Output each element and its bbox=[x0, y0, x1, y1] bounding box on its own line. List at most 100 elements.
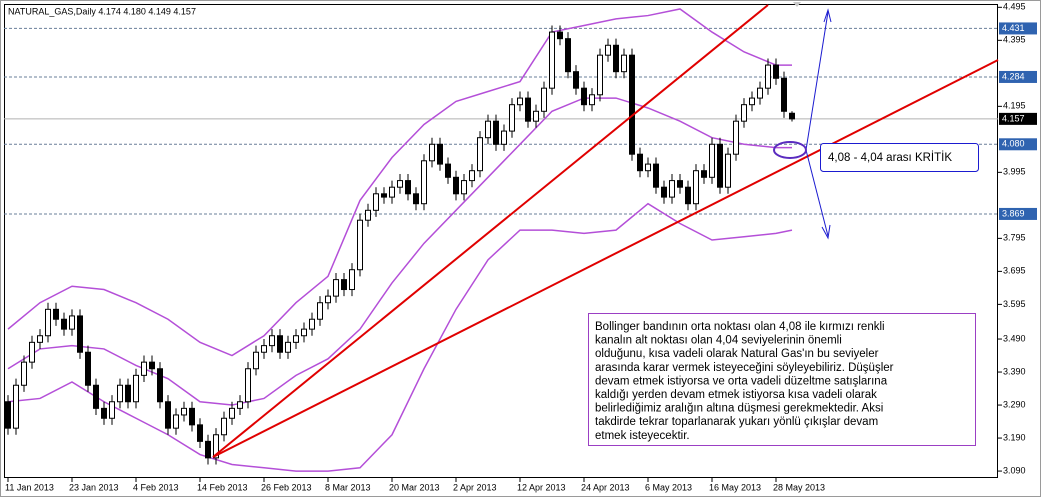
candle-body bbox=[773, 64, 779, 79]
candle-body bbox=[709, 143, 715, 178]
bollinger-upper bbox=[7, 8, 792, 357]
candle-body bbox=[109, 401, 115, 419]
note-line: kanalın alt noktası olan 4,04 seviyeleri… bbox=[595, 335, 842, 347]
candle-body bbox=[77, 315, 83, 353]
candle-body bbox=[597, 54, 603, 96]
arrow-up bbox=[805, 11, 829, 151]
candle-body bbox=[101, 407, 107, 419]
note: Bollinger bandının orta noktası olan 4,0… bbox=[588, 313, 976, 446]
candle-body bbox=[293, 335, 299, 343]
trend-line bbox=[212, 59, 999, 458]
level-label: 4.431 bbox=[1002, 23, 1025, 33]
candle-body bbox=[373, 193, 379, 211]
candle-body bbox=[701, 170, 707, 178]
chart-title: NATURAL_GAS,Daily 4.174 4.180 4.149 4.15… bbox=[8, 6, 196, 16]
y-tick-label: 3.390 bbox=[1003, 366, 1026, 376]
candle-body bbox=[309, 318, 315, 330]
candle-body bbox=[381, 193, 387, 198]
candle-body bbox=[781, 77, 787, 112]
candle-body bbox=[269, 335, 275, 347]
candle-body bbox=[221, 417, 227, 436]
callout-text: 4,08 - 4,04 arası KRİTİK bbox=[828, 151, 952, 164]
candle-body bbox=[621, 54, 627, 73]
candle-body bbox=[605, 44, 611, 56]
candle-body bbox=[685, 186, 691, 205]
candle-body bbox=[341, 279, 347, 291]
candle-body bbox=[325, 295, 331, 304]
note-line: etmek isteyecektir. bbox=[595, 430, 690, 442]
candle-body bbox=[197, 424, 203, 442]
candle-body bbox=[405, 180, 411, 195]
candle-body bbox=[173, 414, 179, 429]
candle-body bbox=[421, 160, 427, 205]
candle-body bbox=[37, 335, 43, 343]
candle-body bbox=[29, 341, 35, 363]
candle-body bbox=[677, 180, 683, 188]
callout: 4,08 - 4,04 arası KRİTİK bbox=[820, 143, 979, 172]
y-tick-label: 3.695 bbox=[1003, 266, 1026, 276]
level-label-bg bbox=[999, 70, 1037, 83]
candle-body bbox=[317, 302, 323, 320]
candle-body bbox=[445, 163, 451, 178]
y-tick-label: 3.290 bbox=[1003, 399, 1026, 409]
y-tick-label: 3.190 bbox=[1003, 432, 1026, 442]
candle-body bbox=[501, 130, 507, 145]
candle-body bbox=[629, 54, 635, 155]
candle-body bbox=[357, 219, 363, 271]
x-tick-label: 23 Jan 2013 bbox=[69, 482, 119, 492]
candle-body bbox=[461, 180, 467, 195]
x-tick-label: 24 Apr 2013 bbox=[581, 482, 630, 492]
note-line: takdirde tekrar toparlanarak yukarı yönl… bbox=[595, 416, 878, 428]
candle-body bbox=[493, 120, 499, 145]
candle-body bbox=[453, 176, 459, 195]
candle-body bbox=[165, 401, 171, 429]
candle-body bbox=[93, 384, 99, 409]
candle-body bbox=[181, 407, 187, 416]
x-tick-label: 28 May 2013 bbox=[773, 482, 825, 492]
candle-body bbox=[117, 384, 123, 403]
x-tick-label: 14 Feb 2013 bbox=[197, 482, 248, 492]
candle-body bbox=[437, 143, 443, 165]
candle-body bbox=[53, 308, 59, 320]
candle-body bbox=[285, 341, 291, 353]
level-label: 4.080 bbox=[1002, 139, 1025, 149]
candle-body bbox=[765, 64, 771, 89]
x-tick-label: 12 Apr 2013 bbox=[517, 482, 566, 492]
candle-body bbox=[149, 361, 155, 370]
y-tick-label: 4.195 bbox=[1003, 101, 1026, 111]
drawings bbox=[212, 2, 999, 458]
candle-body bbox=[653, 163, 659, 188]
trend-line bbox=[212, 4, 769, 458]
candle-body bbox=[429, 143, 435, 162]
candle-body bbox=[237, 401, 243, 409]
last-price-label: 4.157 bbox=[1002, 113, 1025, 123]
y-tick-label: 4.495 bbox=[1003, 2, 1026, 12]
candle-body bbox=[253, 351, 259, 370]
candle-body bbox=[389, 186, 395, 198]
candle-body bbox=[141, 361, 147, 376]
arrow-head bbox=[821, 224, 831, 240]
candle-body bbox=[741, 104, 747, 122]
level-label-bg bbox=[999, 207, 1037, 220]
candle-body bbox=[477, 137, 483, 172]
candle-body bbox=[125, 384, 131, 403]
candle-body bbox=[573, 71, 579, 89]
callout-box bbox=[820, 143, 979, 172]
y-tick-label: 3.995 bbox=[1003, 167, 1026, 177]
candle-body bbox=[245, 368, 251, 403]
plot-area bbox=[4, 4, 998, 478]
candle-body bbox=[613, 44, 619, 73]
candle-body bbox=[485, 120, 491, 139]
x-tick-label: 2 Apr 2013 bbox=[453, 482, 497, 492]
candle-body bbox=[693, 170, 699, 205]
arrow-head bbox=[823, 8, 832, 23]
candle-body bbox=[581, 87, 587, 106]
x-tick-label: 6 May 2013 bbox=[645, 482, 692, 492]
candle-body bbox=[365, 209, 371, 221]
y-tick-label: 4.395 bbox=[1003, 35, 1026, 45]
candle-body bbox=[157, 368, 163, 403]
level-label: 4.284 bbox=[1002, 71, 1025, 81]
candle-body bbox=[549, 31, 555, 89]
candle-body bbox=[637, 153, 643, 172]
